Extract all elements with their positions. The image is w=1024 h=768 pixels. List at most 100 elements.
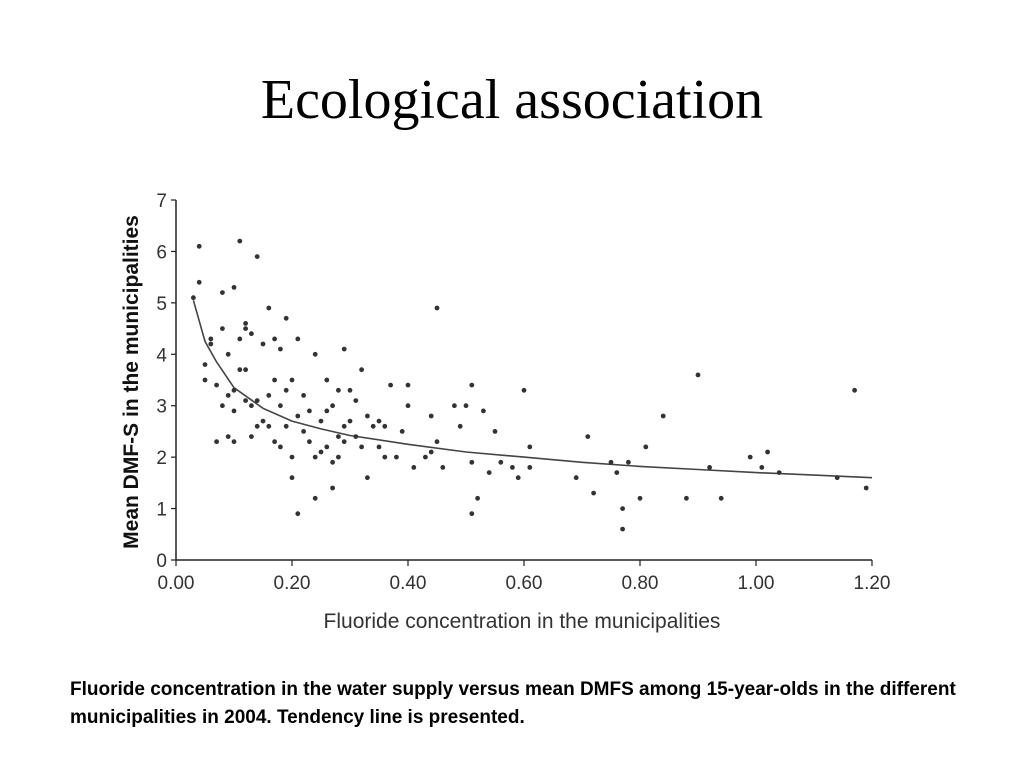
data-point	[707, 465, 712, 470]
data-point	[243, 367, 249, 373]
data-point	[469, 382, 475, 388]
data-point	[405, 382, 411, 388]
trend-line-group	[192, 300, 873, 479]
data-point	[214, 439, 220, 445]
data-point	[283, 387, 289, 393]
data-point	[272, 439, 277, 445]
data-point	[440, 465, 446, 470]
data-point	[295, 413, 301, 419]
data-point	[208, 341, 214, 347]
data-point	[220, 290, 225, 295]
data-point	[382, 423, 388, 429]
data-point	[225, 434, 231, 439]
data-point	[312, 351, 318, 357]
data-point	[365, 475, 370, 481]
data-point	[347, 418, 353, 424]
data-point	[614, 470, 620, 475]
data-point	[266, 423, 272, 429]
data-point	[510, 465, 515, 470]
y-tick-label: 7	[156, 191, 167, 212]
data-point	[353, 398, 359, 403]
data-point	[237, 336, 243, 342]
data-point	[620, 506, 625, 511]
data-point	[492, 429, 498, 434]
data-point	[231, 387, 237, 393]
data-point	[863, 485, 869, 491]
data-point	[278, 403, 283, 409]
data-point	[341, 346, 347, 352]
data-point	[254, 423, 260, 429]
data-point	[249, 331, 254, 337]
data-point	[220, 403, 225, 409]
data-point	[376, 444, 382, 450]
data-point	[498, 459, 504, 465]
data-point	[718, 495, 724, 501]
data-point	[330, 459, 335, 465]
data-point	[330, 485, 335, 491]
figure-caption: Fluoride concentration in the water supp…	[70, 679, 956, 728]
data-point	[428, 413, 434, 419]
data-point	[399, 429, 405, 434]
data-point	[266, 305, 272, 311]
data-point	[765, 449, 770, 455]
x-tick-label: 1.20	[854, 573, 891, 594]
data-point	[295, 336, 301, 342]
data-point	[486, 470, 492, 475]
data-point	[457, 423, 463, 429]
data-point	[272, 336, 277, 342]
data-point	[695, 372, 701, 378]
data-point	[336, 434, 341, 439]
data-point	[243, 326, 249, 331]
data-point	[301, 393, 306, 398]
data-point	[283, 423, 289, 429]
x-axis-label: Fluoride concentration in the municipali…	[324, 610, 721, 633]
data-point	[637, 495, 643, 501]
data-point	[452, 403, 457, 409]
data-point	[382, 454, 388, 460]
data-point	[521, 387, 527, 393]
data-point	[249, 434, 254, 439]
data-point	[243, 321, 249, 326]
x-tick-label: 0.00	[158, 573, 195, 594]
data-point	[394, 454, 399, 460]
data-point	[196, 243, 202, 249]
data-point	[370, 423, 376, 429]
data-point	[336, 387, 341, 393]
data-point	[834, 475, 840, 481]
data-point	[515, 475, 521, 481]
data-point	[295, 511, 301, 517]
data-point	[260, 418, 266, 424]
slide-title: Ecological association	[260, 69, 764, 131]
data-point	[237, 238, 243, 244]
data-point	[272, 377, 277, 383]
data-point	[527, 444, 533, 450]
data-point	[278, 444, 283, 450]
y-tick-label: 1	[156, 500, 167, 521]
scatter-chart: 0.00 0.20 0.40 0.60 0.80 1.00 1.20 0 1 2 3 4 5 6 7 Flu…	[120, 191, 891, 633]
y-tick-label: 4	[156, 345, 167, 366]
data-point	[249, 403, 254, 409]
y-tick-label: 5	[156, 294, 167, 315]
y-axis-label: Mean DMF-S in the municipalities	[120, 215, 143, 549]
data-point	[852, 387, 857, 393]
data-point	[318, 449, 324, 455]
data-point	[660, 413, 666, 419]
data-point	[608, 459, 614, 465]
data-point	[411, 465, 417, 470]
data-point	[643, 444, 649, 450]
x-tick-label: 1.00	[738, 573, 775, 594]
data-point	[260, 341, 266, 347]
x-tick-label: 0.80	[622, 573, 659, 594]
data-point	[747, 454, 753, 460]
data-point	[405, 403, 411, 409]
data-point	[231, 439, 237, 445]
data-point	[312, 454, 318, 460]
data-point	[254, 254, 260, 259]
data-point	[469, 459, 475, 465]
x-tick-label: 0.60	[506, 573, 543, 594]
data-point	[776, 470, 782, 475]
data-point	[307, 439, 312, 445]
data-point	[301, 429, 306, 434]
data-points-group	[191, 238, 869, 532]
data-point	[359, 444, 364, 450]
